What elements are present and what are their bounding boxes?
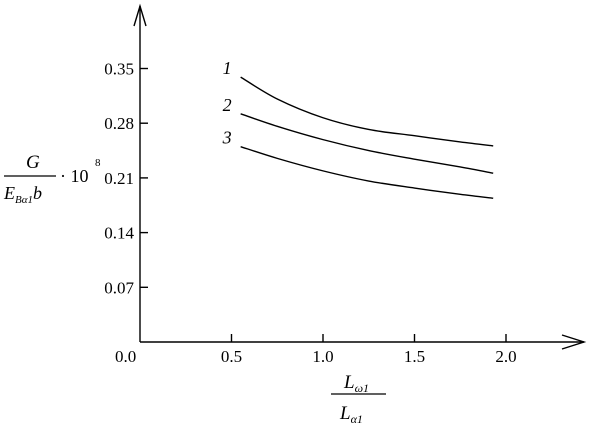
y-tick-label: 0.35 — [104, 60, 134, 79]
x-label-numerator: Lω1 — [343, 372, 369, 395]
x-label-numerator-main: L — [343, 372, 355, 393]
series-group: 1 2 3 — [222, 58, 494, 199]
y-axis-label: G EBα1b · 10 8 — [3, 152, 101, 206]
y-ticks: 0.07 0.14 0.21 0.28 0.35 — [104, 60, 148, 297]
x-tick-label: 1.0 — [312, 347, 333, 366]
series-1-label: 1 — [223, 58, 232, 78]
origin-label: 0.0 — [115, 347, 136, 366]
y-label-denominator-tail: b — [33, 183, 42, 203]
y-axis-arrow — [133, 3, 147, 27]
y-label-exponent: 8 — [95, 157, 101, 169]
y-label-denominator: EBα1b — [3, 183, 42, 206]
series-2-line — [240, 113, 494, 174]
y-tick-label: 0.21 — [104, 169, 134, 188]
series-3-label: 3 — [222, 128, 232, 148]
x-axis-arrow — [561, 334, 587, 350]
y-label-multiplier: · 10 — [60, 166, 89, 186]
series-1-line — [240, 76, 494, 147]
series-2-label: 2 — [223, 95, 232, 115]
x-ticks: 0.5 1.0 1.5 2.0 — [221, 334, 517, 366]
x-tick-label: 0.5 — [221, 347, 242, 366]
x-label-denominator-main: L — [339, 403, 351, 424]
y-label-denominator-sub: Bα1 — [15, 194, 33, 206]
y-tick-label: 0.14 — [104, 224, 134, 243]
y-label-denominator-main: E — [3, 183, 15, 203]
x-label-numerator-sub: ω1 — [355, 381, 369, 395]
series-3-line — [240, 145, 494, 199]
x-label-denominator: Lα1 — [339, 403, 363, 426]
x-axis-label: Lω1 Lα1 — [331, 372, 386, 426]
x-tick-label: 1.5 — [404, 347, 425, 366]
x-label-denominator-sub: α1 — [351, 412, 363, 426]
y-tick-label: 0.28 — [104, 114, 134, 133]
x-tick-label: 2.0 — [495, 347, 516, 366]
y-label-numerator: G — [26, 152, 40, 173]
y-tick-label: 0.07 — [104, 278, 134, 297]
